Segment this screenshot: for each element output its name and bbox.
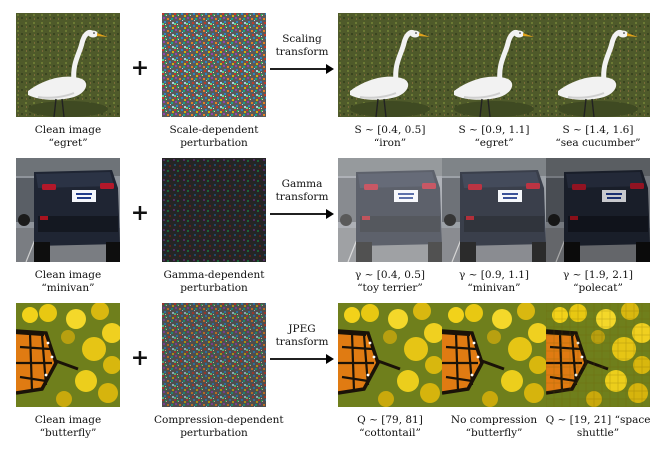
output-caption: γ ~ [0.9, 1.1] “minivan”: [458, 269, 529, 294]
output-caption: S ~ [0.9, 1.1] “egret”: [458, 124, 530, 149]
clean-caption: Clean image “minivan”: [34, 269, 102, 294]
clean-caption: Clean image “butterfly”: [34, 414, 102, 439]
gamma-perturbation-image: [162, 158, 266, 262]
plus-sign: +: [130, 200, 150, 226]
minivan-gamma-output: [546, 158, 650, 262]
output-caption: Q ~ [19, 21] “space shuttle”: [545, 414, 651, 439]
scale-perturbation-image: [162, 13, 266, 117]
transform-label: Scaling transform: [275, 33, 329, 58]
output-caption: Q ~ [79, 81] “cottontail”: [357, 414, 423, 439]
egret-scaled-output: [442, 13, 546, 117]
perturbation-caption: Gamma-dependent perturbation: [163, 269, 265, 294]
plus-sign: +: [130, 55, 150, 81]
egret-scaled-output: [546, 13, 650, 117]
butterfly-jpeg-output: [442, 303, 546, 407]
transform-label: Gamma transform: [275, 178, 329, 203]
transform-label: JPEG transform: [275, 323, 329, 348]
minivan-clean-image: [16, 158, 120, 262]
compression-perturbation-image: [162, 303, 266, 407]
butterfly-clean-image: [16, 303, 120, 407]
arrow-right-icon: [270, 354, 334, 364]
output-caption: S ~ [0.4, 0.5] “iron”: [354, 124, 426, 149]
minivan-gamma-output: [338, 158, 442, 262]
plus-sign: +: [130, 345, 150, 371]
arrow-right-icon: [270, 64, 334, 74]
egret-clean-image: [16, 13, 120, 117]
output-caption: No compression “butterfly”: [450, 414, 538, 439]
perturbation-caption: Scale-dependent perturbation: [169, 124, 259, 149]
output-caption: S ~ [1.4, 1.6] “sea cucumber”: [555, 124, 641, 149]
egret-scaled-output: [338, 13, 442, 117]
arrow-right-icon: [270, 209, 334, 219]
output-caption: γ ~ [1.9, 2.1] “polecat”: [562, 269, 633, 294]
clean-caption: Clean image “egret”: [34, 124, 102, 149]
output-caption: γ ~ [0.4, 0.5] “toy terrier”: [354, 269, 425, 294]
perturbation-caption: Compression-dependent perturbation: [154, 414, 284, 439]
minivan-gamma-output: [442, 158, 546, 262]
butterfly-jpeg-output: [546, 303, 650, 407]
butterfly-jpeg-output: [338, 303, 442, 407]
